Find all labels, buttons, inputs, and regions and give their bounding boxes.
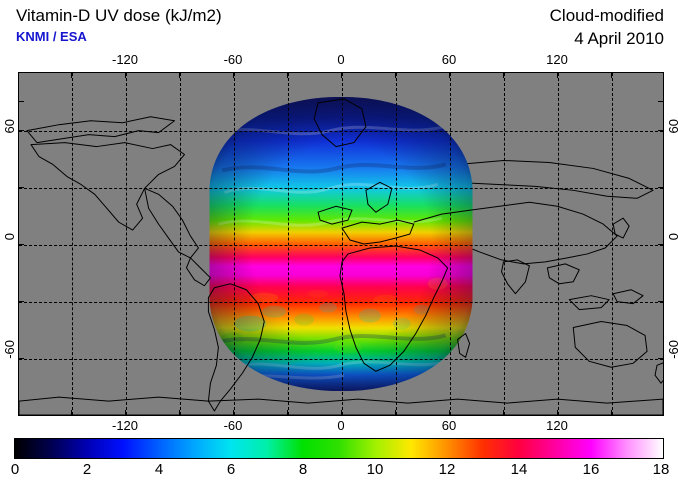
xtick-top-1: -60: [223, 52, 243, 67]
gridline-lat-minus60: [19, 359, 663, 360]
gridline-lon-minus120: [126, 73, 127, 415]
xtick-bottom-1: -60: [223, 418, 243, 433]
institution-credit: KNMI / ESA: [16, 29, 87, 44]
cbtick-7: 14: [510, 461, 528, 478]
xtick-bottom-2: 0: [337, 418, 345, 433]
gridline-lon-60: [450, 73, 451, 415]
ytick-left-2: -60: [2, 340, 17, 359]
gridline-lat-30: [19, 188, 663, 189]
cbtick-0: 0: [10, 461, 20, 478]
gridline-lat-0: [19, 245, 663, 246]
xtick-bottom-3: 60: [441, 418, 457, 433]
gridline-lon-minus150: [72, 73, 73, 415]
gridline-lon-0: [342, 73, 343, 415]
gridline-lat-60: [19, 131, 663, 132]
date-label: 4 April 2010: [574, 29, 664, 48]
xtick-bottom-4: 120: [546, 418, 568, 433]
colorbar: [14, 438, 664, 459]
map-graphics: [19, 73, 663, 415]
map-canvas: [19, 73, 663, 415]
cbtick-3: 6: [226, 461, 236, 478]
ytick-right-0: 60: [666, 119, 678, 134]
map-plot-area: [18, 72, 664, 416]
cbtick-8: 16: [582, 461, 600, 478]
xtick-top-0: -120: [111, 52, 139, 67]
cbtick-5: 10: [366, 461, 384, 478]
gridline-lat-minus30: [19, 302, 663, 303]
colorbar-gradient: [15, 439, 663, 458]
cbtick-9: 18: [652, 461, 670, 478]
xtick-top-4: 120: [546, 52, 568, 67]
gridline-lon-minus60: [234, 73, 235, 415]
uv-dose-swath: [209, 96, 473, 392]
page-title: Vitamin-D UV dose (kJ/m2): [16, 6, 222, 25]
xtick-top-3: 60: [441, 52, 457, 67]
xtick-top-2: 0: [337, 52, 345, 67]
xtick-bottom-0: -120: [111, 418, 139, 433]
gridline-lon-minus30: [288, 73, 289, 415]
cbtick-2: 4: [154, 461, 164, 478]
ytick-right-1: 0: [666, 233, 678, 241]
gridline-lon-150: [612, 73, 613, 415]
cbtick-4: 8: [298, 461, 308, 478]
product-type-label: Cloud-modified: [549, 6, 664, 25]
gridline-lon-120: [558, 73, 559, 415]
gridline-lon-minus90: [180, 73, 181, 415]
ytick-right-2: -60: [666, 340, 678, 359]
ytick-left-1: 0: [2, 233, 17, 241]
cbtick-6: 12: [438, 461, 456, 478]
gridline-lon-30: [396, 73, 397, 415]
ytick-left-0: 60: [2, 119, 17, 134]
gridline-lon-90: [504, 73, 505, 415]
cbtick-1: 2: [82, 461, 92, 478]
